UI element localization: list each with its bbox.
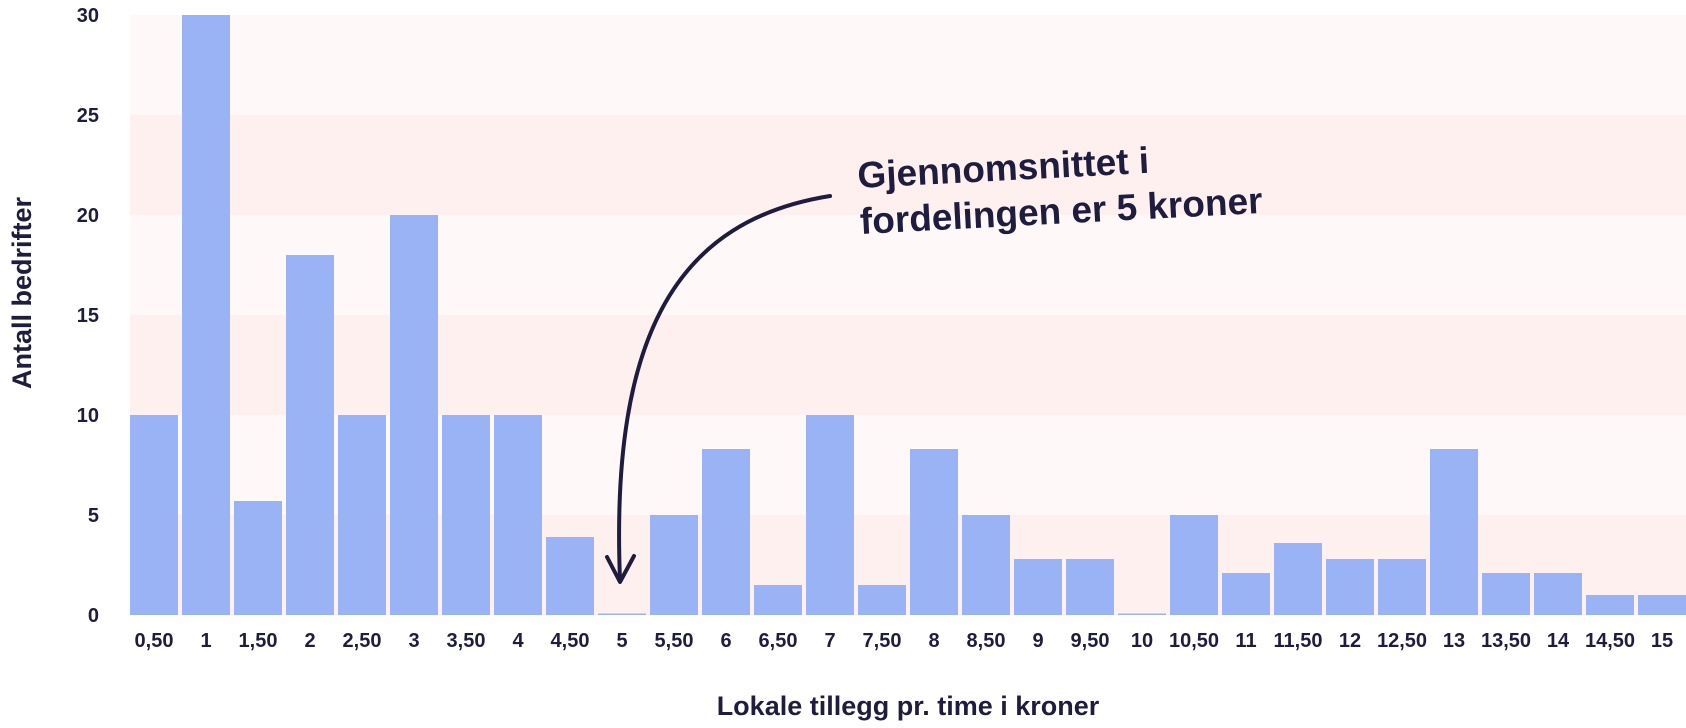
bar xyxy=(1534,573,1582,615)
bar xyxy=(494,415,542,615)
bar xyxy=(1482,573,1530,615)
y-tick-label: 20 xyxy=(77,205,99,227)
bar xyxy=(1170,515,1218,615)
bar xyxy=(962,515,1010,615)
x-tick-label: 10 xyxy=(1131,630,1153,652)
x-tick-label: 5 xyxy=(616,630,627,652)
annotation-arrowhead xyxy=(605,554,636,584)
x-tick-label: 3 xyxy=(408,630,419,652)
y-tick-label: 10 xyxy=(77,405,99,427)
x-tick-label: 9 xyxy=(1032,630,1043,652)
x-tick-label: 1,50 xyxy=(239,630,278,652)
x-tick-label: 4 xyxy=(512,630,524,652)
bar xyxy=(1378,559,1426,615)
y-axis-ticks: 0 5 10 15 20 25 30 xyxy=(77,5,99,627)
x-tick-label: 7 xyxy=(824,630,835,652)
x-tick-label: 12 xyxy=(1339,630,1361,652)
bar xyxy=(234,501,282,615)
bar xyxy=(702,449,750,615)
x-tick-label: 10,50 xyxy=(1169,630,1219,652)
bar xyxy=(650,515,698,615)
bar xyxy=(338,415,386,615)
x-tick-label: 2,50 xyxy=(343,630,382,652)
grid-band xyxy=(130,415,1686,515)
x-tick-label: 13,50 xyxy=(1481,630,1531,652)
x-tick-label: 6,50 xyxy=(759,630,798,652)
bar xyxy=(286,255,334,615)
bar xyxy=(1326,559,1374,615)
bar xyxy=(858,585,906,615)
x-tick-label: 9,50 xyxy=(1071,630,1110,652)
bar xyxy=(442,415,490,615)
grid-band xyxy=(130,215,1686,315)
x-tick-label: 3,50 xyxy=(447,630,486,652)
y-tick-label: 30 xyxy=(77,5,99,27)
bar xyxy=(1638,595,1686,615)
bar xyxy=(1586,595,1634,615)
x-tick-label: 12,50 xyxy=(1377,630,1427,652)
bars xyxy=(130,15,1686,615)
bar xyxy=(390,215,438,615)
annotation-arrow xyxy=(617,194,832,582)
x-tick-label: 11,50 xyxy=(1274,630,1323,652)
bar xyxy=(806,415,854,615)
grid-band xyxy=(130,315,1686,415)
bar xyxy=(1066,559,1114,615)
x-tick-label: 13 xyxy=(1443,630,1465,652)
background-bands xyxy=(130,15,1686,615)
x-tick-label: 14 xyxy=(1547,630,1570,652)
x-tick-label: 6 xyxy=(720,630,731,652)
x-axis-label: Lokale tillegg pr. time i kroner xyxy=(717,691,1100,721)
x-tick-label: 4,50 xyxy=(551,630,590,652)
x-axis-ticks: 0,50 1 1,50 2 2,50 3 3,50 4 4,50 5 5,50 6 6,50 7 7,50 8… xyxy=(135,630,1674,652)
bar xyxy=(1118,613,1166,615)
x-tick-label: 0,50 xyxy=(135,630,174,652)
grid-band xyxy=(130,515,1686,615)
grid-band xyxy=(130,15,1686,115)
y-tick-label: 25 xyxy=(77,105,99,127)
bar xyxy=(182,15,230,615)
bar xyxy=(130,415,178,615)
bar xyxy=(1274,543,1322,615)
y-tick-label: 5 xyxy=(88,505,99,527)
x-tick-label: 14,50 xyxy=(1585,630,1635,652)
y-axis-label: Antall bedrifter xyxy=(7,197,37,390)
x-tick-label: 1 xyxy=(200,630,211,652)
y-tick-label: 0 xyxy=(88,605,99,627)
x-tick-label: 15 xyxy=(1651,630,1673,652)
x-tick-label: 11 xyxy=(1235,630,1256,652)
bar xyxy=(546,537,594,615)
grid-band xyxy=(130,115,1686,215)
bar xyxy=(910,449,958,615)
bar xyxy=(1222,573,1270,615)
bar xyxy=(1014,559,1062,615)
bar xyxy=(1430,449,1478,615)
bar xyxy=(754,585,802,615)
bar xyxy=(598,613,646,615)
x-tick-label: 7,50 xyxy=(863,630,902,652)
x-tick-label: 2 xyxy=(304,630,315,652)
y-tick-label: 15 xyxy=(77,305,99,327)
x-tick-label: 5,50 xyxy=(655,630,694,652)
x-tick-label: 8 xyxy=(928,630,939,652)
x-tick-label: 8,50 xyxy=(967,630,1006,652)
